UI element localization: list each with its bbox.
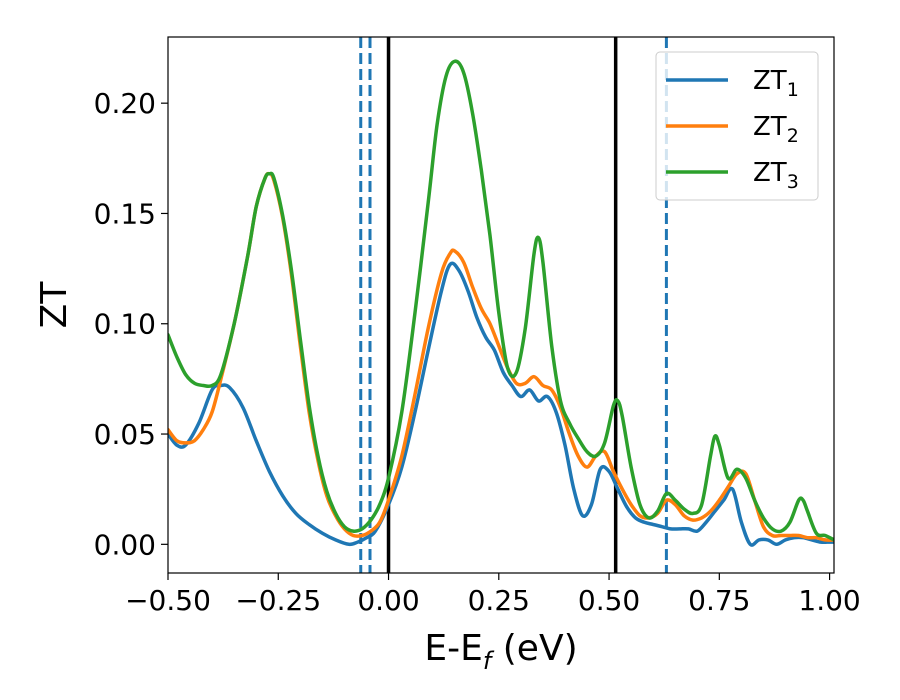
x-tick-label: −0.25 bbox=[235, 584, 321, 617]
legend-label-zt1: ZT1 bbox=[753, 66, 799, 101]
y-axis-ticks: 0.00 0.05 0.10 0.15 0.20 bbox=[94, 87, 168, 561]
x-tick-label: 0.75 bbox=[688, 584, 750, 617]
legend-box bbox=[655, 51, 819, 201]
series-line-zt1 bbox=[168, 261, 834, 547]
legend: ZT1 ZT2 ZT3 bbox=[655, 51, 819, 201]
x-tick-label: 1.00 bbox=[798, 584, 860, 617]
x-tick-label: 0.00 bbox=[357, 584, 419, 617]
series-lines bbox=[168, 59, 834, 547]
x-axis-label: E-Ef (eV) bbox=[424, 628, 577, 675]
y-tick-label: 0.05 bbox=[94, 418, 156, 451]
x-tick-label: −0.50 bbox=[125, 584, 211, 617]
y-axis-label: ZT bbox=[34, 281, 75, 329]
x-axis-ticks: −0.50 −0.25 0.00 0.25 0.50 0.75 1.00 bbox=[125, 573, 861, 617]
x-tick-label: 0.25 bbox=[468, 584, 530, 617]
legend-label-zt2: ZT2 bbox=[753, 112, 799, 147]
series-line-zt3 bbox=[168, 59, 834, 542]
legend-label-zt3: ZT3 bbox=[753, 158, 799, 193]
plot-frame bbox=[167, 36, 835, 574]
x-tick-label: 0.50 bbox=[578, 584, 640, 617]
y-tick-label: 0.15 bbox=[94, 197, 156, 230]
y-tick-label: 0.10 bbox=[94, 308, 156, 341]
y-tick-label: 0.00 bbox=[94, 528, 156, 561]
x-axis-label-unit: (eV) bbox=[491, 628, 577, 669]
y-tick-label: 0.20 bbox=[94, 87, 156, 120]
